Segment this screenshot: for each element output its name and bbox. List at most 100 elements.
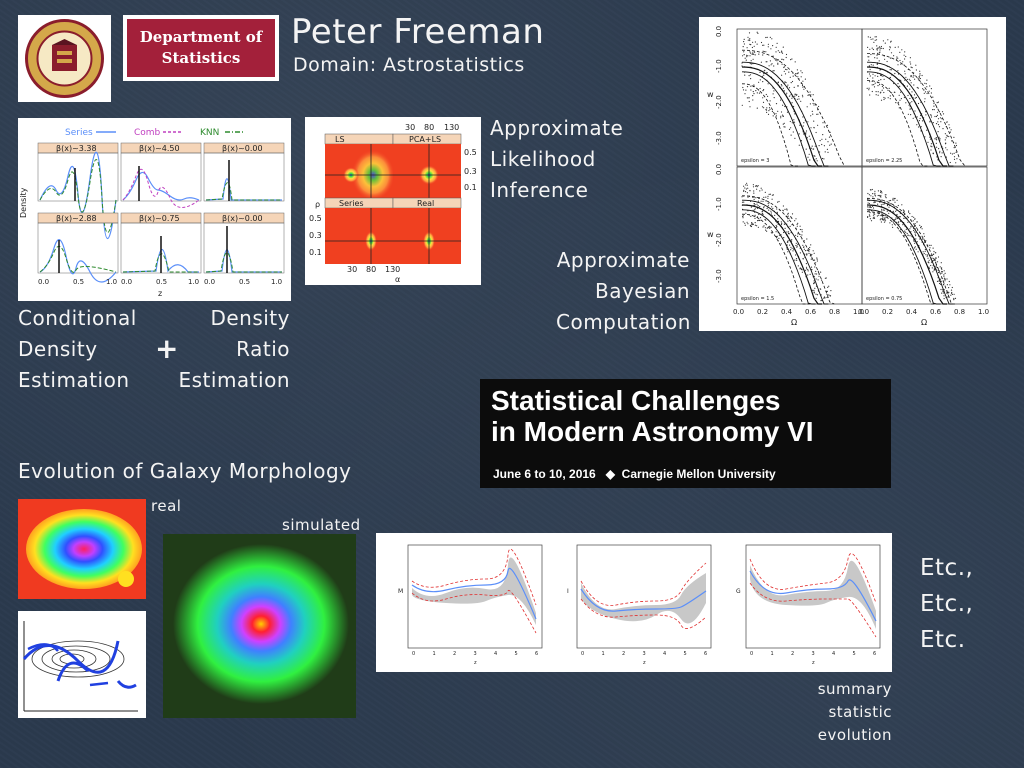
svg-text:1.0: 1.0 [188, 278, 199, 286]
svg-text:0.2: 0.2 [882, 308, 893, 316]
likelihood-facet-real: Real [392, 197, 462, 264]
svg-text:α: α [395, 275, 400, 284]
banner-date: June 6 to 10, 2016 ◆ Carnegie Mellon Uni… [493, 467, 776, 481]
likelihood-facet-pcals: PCA+LS [392, 133, 462, 198]
svg-text:0.4: 0.4 [906, 308, 918, 316]
density-facet-3: β(x)~0.00 [203, 142, 285, 202]
svg-text:2: 2 [791, 651, 794, 657]
real-galaxy-image [18, 499, 146, 599]
svg-text:0.2: 0.2 [757, 308, 768, 316]
seal-icon [25, 19, 104, 98]
abc-plot-panel: epsilon = 3 epsilon = 2.25 epsilon = 1.5 ep… [699, 17, 1006, 331]
svg-text:30: 30 [405, 123, 415, 132]
density-plot-panel: Series Comb KNN β(x)~3.38 β(x)~4.50 β(x)… [18, 118, 291, 301]
svg-text:1.0: 1.0 [271, 278, 282, 286]
svg-text:w: w [707, 90, 714, 99]
scma-banner: Statistical Challenges in Modern Astrono… [480, 379, 891, 488]
svg-text:0.3: 0.3 [464, 167, 477, 176]
facet-title: β(x)~2.88 [56, 214, 97, 223]
svg-text:0: 0 [412, 651, 415, 657]
svg-text:80: 80 [366, 265, 376, 274]
cde-label: Conditional Density Estimation [18, 306, 137, 392]
svg-text:0.5: 0.5 [156, 278, 167, 286]
svg-text:0.5: 0.5 [309, 214, 322, 223]
plus-sign: + [155, 332, 179, 365]
simulated-label: simulated [282, 516, 361, 534]
svg-text:4: 4 [663, 651, 666, 657]
svg-text:130: 130 [444, 123, 459, 132]
cmu-seal-logo [18, 15, 111, 102]
svg-text:epsilon = 3: epsilon = 3 [741, 158, 769, 164]
svg-text:0.0: 0.0 [204, 278, 215, 286]
svg-text:z: z [812, 660, 815, 666]
svg-text:2: 2 [622, 651, 625, 657]
svg-text:6: 6 [535, 651, 538, 657]
svg-text:0.3: 0.3 [309, 231, 322, 240]
contour-plot-image [18, 611, 146, 718]
svg-text:LS: LS [335, 135, 345, 144]
svg-text:Ω: Ω [921, 318, 927, 327]
svg-text:ρ: ρ [315, 200, 320, 209]
svg-text:1.0: 1.0 [853, 308, 864, 316]
galaxy-section-title: Evolution of Galaxy Morphology [18, 459, 352, 483]
abc-facet: epsilon = 0.75 [861, 166, 988, 305]
density-ylabel: Density [19, 187, 28, 218]
svg-text:5: 5 [515, 651, 518, 657]
svg-text:3: 3 [643, 651, 646, 657]
facet-title: β(x)~0.75 [139, 214, 180, 223]
svg-text:PCA+LS: PCA+LS [409, 135, 441, 144]
svg-text:80: 80 [424, 123, 434, 132]
svg-text:-2.0: -2.0 [715, 95, 723, 109]
svg-text:3: 3 [812, 651, 815, 657]
diamond-icon: ◆ [605, 467, 615, 481]
summary-plot-g: G [736, 544, 881, 649]
etc-label: Etc., Etc., Etc. [920, 555, 974, 653]
svg-text:1.0: 1.0 [106, 278, 117, 286]
legend-comb: Comb [134, 128, 161, 138]
svg-text:I: I [567, 588, 569, 595]
svg-text:0.1: 0.1 [464, 183, 477, 192]
svg-text:G: G [736, 588, 741, 595]
svg-text:1: 1 [602, 651, 605, 657]
svg-text:Ω: Ω [791, 318, 797, 327]
facet-title: β(x)~4.50 [139, 144, 180, 153]
department-line-2: Statistics [161, 49, 241, 67]
svg-text:0.1: 0.1 [309, 248, 322, 257]
ali-label: Approximate Likelihood Inference [490, 116, 624, 202]
svg-text:130: 130 [385, 265, 400, 274]
svg-text:5: 5 [684, 651, 687, 657]
svg-text:-3.0: -3.0 [715, 269, 723, 283]
svg-text:0.8: 0.8 [954, 308, 965, 316]
dre-label: Density Ratio Estimation [178, 306, 290, 392]
svg-text:30: 30 [347, 265, 357, 274]
svg-text:0.5: 0.5 [73, 278, 84, 286]
svg-text:-1.0: -1.0 [715, 59, 723, 73]
svg-text:0: 0 [750, 651, 753, 657]
facet-title: β(x)~0.00 [222, 214, 263, 223]
density-facet-5: β(x)~0.75 [120, 212, 202, 274]
svg-text:3: 3 [474, 651, 477, 657]
svg-text:Real: Real [417, 199, 434, 208]
density-facet-6: β(x)~0.00 [203, 212, 285, 274]
svg-text:-1.0: -1.0 [715, 197, 723, 211]
real-label: real [151, 497, 182, 515]
svg-text:0: 0 [581, 651, 584, 657]
legend-series: Series [65, 128, 93, 138]
density-facet-1: β(x)~3.38 [37, 142, 119, 239]
abc-facet: epsilon = 3 [736, 28, 863, 167]
legend-knn: KNN [200, 128, 219, 138]
likelihood-heatmap-panel: 30 80 130 LS PCA+LS Series [305, 117, 481, 285]
abc-facet: epsilon = 2.25 [861, 28, 988, 167]
svg-text:-3.0: -3.0 [715, 131, 723, 145]
density-facet-4: β(x)~2.88 [37, 212, 119, 283]
speaker-name: Peter Freeman [291, 12, 545, 52]
svg-text:1.0: 1.0 [978, 308, 989, 316]
svg-text:-2.0: -2.0 [715, 233, 723, 247]
svg-text:epsilon = 0.75: epsilon = 0.75 [866, 296, 902, 302]
summary-plot-i: I [567, 544, 712, 649]
svg-text:0.4: 0.4 [781, 308, 793, 316]
summary-statistic-panel: M I G 0 1 2 3 4 5 6 z 0 1 2 3 4 5 6 z 0 1 2 3 4 5 6 z [376, 533, 892, 672]
svg-text:6: 6 [873, 651, 876, 657]
svg-text:0.0: 0.0 [858, 308, 869, 316]
svg-text:0.0: 0.0 [121, 278, 132, 286]
